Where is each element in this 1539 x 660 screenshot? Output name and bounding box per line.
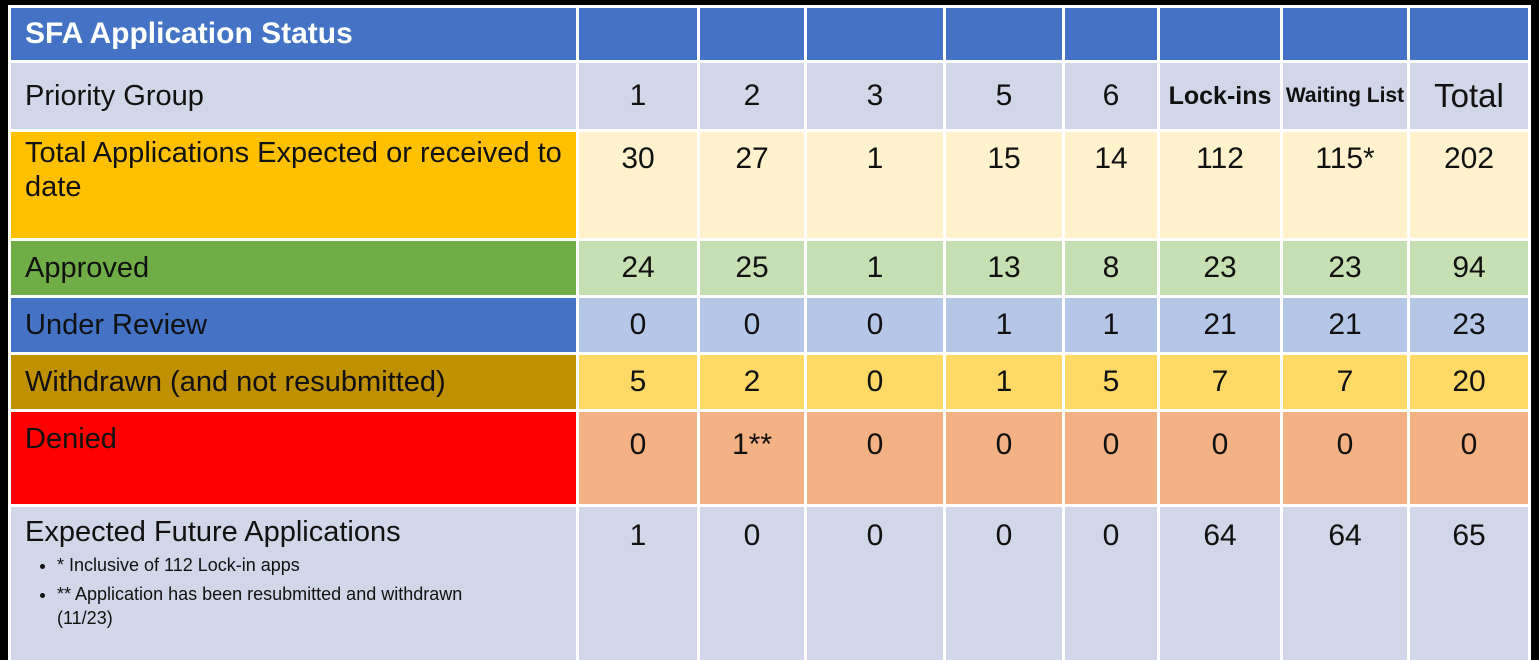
data-cell: 30: [579, 132, 697, 238]
data-cell: 112: [1160, 132, 1280, 238]
data-cell: 0: [1410, 412, 1528, 504]
data-cell: 94: [1410, 241, 1528, 295]
data-cell: 21: [1283, 298, 1407, 352]
data-cell: 1: [807, 241, 943, 295]
data-cell: 64: [1283, 507, 1407, 660]
table-title: SFA Application Status: [11, 8, 576, 60]
data-cell: 0: [807, 355, 943, 409]
data-cell: 0: [1283, 412, 1407, 504]
column-header-waiting-list: Waiting List: [1283, 63, 1407, 129]
row-under-review: Under Review 0 0 0 1 1 21 21 23: [11, 298, 1528, 352]
data-cell: 0: [700, 507, 804, 660]
data-cell: 7: [1283, 355, 1407, 409]
data-cell: 23: [1283, 241, 1407, 295]
row-label-under-review: Under Review: [11, 298, 576, 352]
data-cell: 24: [579, 241, 697, 295]
row-expected-future: Expected Future Applications * Inclusive…: [11, 507, 1528, 660]
title-row-spacer-cell: [579, 8, 697, 60]
priority-group-label: Priority Group: [11, 63, 576, 129]
column-header-lockins: Lock-ins: [1160, 63, 1280, 129]
data-cell: 0: [807, 507, 943, 660]
title-row-spacer-cell: [1065, 8, 1157, 60]
title-row-spacer-cell: [946, 8, 1062, 60]
data-cell: 8: [1065, 241, 1157, 295]
data-cell: 27: [700, 132, 804, 238]
data-cell: 23: [1410, 298, 1528, 352]
table-title-row: SFA Application Status: [11, 8, 1528, 60]
data-cell: 64: [1160, 507, 1280, 660]
title-row-spacer-cell: [1410, 8, 1528, 60]
data-cell: 0: [1160, 412, 1280, 504]
title-row-spacer-cell: [700, 8, 804, 60]
row-label-approved: Approved: [11, 241, 576, 295]
data-cell: 7: [1160, 355, 1280, 409]
data-cell: 0: [946, 507, 1062, 660]
data-cell: 1: [1065, 298, 1157, 352]
row-label-denied: Denied: [11, 412, 576, 504]
data-cell: 65: [1410, 507, 1528, 660]
row-approved: Approved 24 25 1 13 8 23 23 94: [11, 241, 1528, 295]
data-cell: 5: [1065, 355, 1157, 409]
title-row-spacer-cell: [807, 8, 943, 60]
data-cell: 1: [946, 298, 1062, 352]
column-header-pg2: 2: [700, 63, 804, 129]
row-label-withdrawn: Withdrawn (and not resubmitted): [11, 355, 576, 409]
column-header-pg1: 1: [579, 63, 697, 129]
data-cell: 20: [1410, 355, 1528, 409]
column-header-pg3: 3: [807, 63, 943, 129]
data-cell: 15: [946, 132, 1062, 238]
expected-future-heading: Expected Future Applications: [25, 516, 401, 548]
data-cell: 1: [946, 355, 1062, 409]
data-cell: 202: [1410, 132, 1528, 238]
data-cell: 1**: [700, 412, 804, 504]
data-cell: 0: [700, 298, 804, 352]
data-cell: 0: [1065, 507, 1157, 660]
data-cell: 23: [1160, 241, 1280, 295]
data-cell: 0: [579, 298, 697, 352]
data-cell: 5: [579, 355, 697, 409]
footnote-lockin-apps: * Inclusive of 112 Lock-in apps: [57, 553, 507, 577]
data-cell: 14: [1065, 132, 1157, 238]
row-withdrawn: Withdrawn (and not resubmitted) 5 2 0 1 …: [11, 355, 1528, 409]
data-cell: 2: [700, 355, 804, 409]
row-total-applications: Total Applications Expected or received …: [11, 132, 1528, 238]
data-cell: 0: [579, 412, 697, 504]
row-label-total-applications: Total Applications Expected or received …: [11, 132, 576, 238]
title-row-spacer-cell: [1283, 8, 1407, 60]
row-label-expected-future: Expected Future Applications * Inclusive…: [11, 507, 576, 660]
title-row-spacer-cell: [1160, 8, 1280, 60]
footnote-list: * Inclusive of 112 Lock-in apps ** Appli…: [25, 553, 570, 630]
data-cell: 115*: [1283, 132, 1407, 238]
column-header-total: Total: [1410, 63, 1528, 129]
column-header-pg6: 6: [1065, 63, 1157, 129]
sfa-status-table: SFA Application Status Priority Group 1 …: [8, 5, 1531, 660]
row-denied: Denied 0 1** 0 0 0 0 0 0: [11, 412, 1528, 504]
data-cell: 13: [946, 241, 1062, 295]
data-cell: 25: [700, 241, 804, 295]
data-cell: 0: [807, 298, 943, 352]
data-cell: 1: [579, 507, 697, 660]
data-cell: 0: [807, 412, 943, 504]
data-cell: 21: [1160, 298, 1280, 352]
data-cell: 1: [807, 132, 943, 238]
footnote-resubmitted: ** Application has been resubmitted and …: [57, 582, 507, 631]
data-cell: 0: [1065, 412, 1157, 504]
data-cell: 0: [946, 412, 1062, 504]
column-header-pg5: 5: [946, 63, 1062, 129]
column-header-row: Priority Group 1 2 3 5 6 Lock-ins Waitin…: [11, 63, 1528, 129]
